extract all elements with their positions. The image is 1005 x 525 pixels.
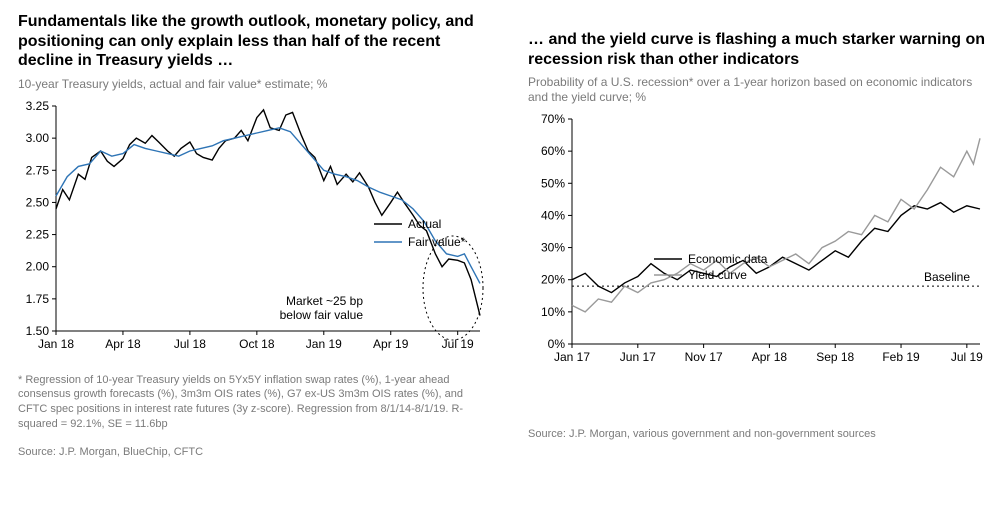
svg-text:Nov 17: Nov 17 bbox=[685, 350, 723, 364]
left-title: Fundamentals like the growth outlook, mo… bbox=[18, 12, 488, 71]
svg-text:20%: 20% bbox=[541, 273, 565, 287]
baseline-label: Baseline bbox=[924, 270, 970, 284]
svg-text:Oct 18: Oct 18 bbox=[239, 337, 275, 351]
svg-text:1.75: 1.75 bbox=[26, 291, 50, 305]
left-footnote: * Regression of 10-year Treasury yields … bbox=[18, 373, 488, 432]
svg-text:3.25: 3.25 bbox=[26, 100, 50, 113]
svg-text:40%: 40% bbox=[541, 208, 565, 222]
svg-text:Jun 17: Jun 17 bbox=[620, 350, 656, 364]
svg-text:2.50: 2.50 bbox=[26, 195, 50, 209]
left-subtitle: 10-year Treasury yields, actual and fair… bbox=[18, 77, 488, 92]
svg-text:70%: 70% bbox=[541, 113, 565, 126]
svg-text:Jan 19: Jan 19 bbox=[306, 337, 342, 351]
svg-text:60%: 60% bbox=[541, 144, 565, 158]
svg-text:Sep 18: Sep 18 bbox=[816, 350, 854, 364]
callout-text: Market ~25 bp bbox=[286, 294, 363, 308]
right-chart: 0% 10% 20% 30% 40% 50% 60% 70% Jan 17 Jun 17 Nov 1… bbox=[528, 113, 988, 368]
svg-text:Apr 18: Apr 18 bbox=[105, 337, 141, 351]
series-economic-data bbox=[572, 203, 980, 293]
legend-label: Actual bbox=[408, 217, 441, 231]
right-title: … and the yield curve is flashing a much… bbox=[528, 30, 988, 69]
svg-text:3.00: 3.00 bbox=[26, 131, 50, 145]
svg-text:2.75: 2.75 bbox=[26, 163, 50, 177]
callout-ellipse bbox=[423, 236, 483, 340]
right-chart-svg: 0% 10% 20% 30% 40% 50% 60% 70% Jan 17 Jun 17 Nov 1… bbox=[528, 113, 988, 368]
left-source: Source: J.P. Morgan, BlueChip, CFTC bbox=[18, 446, 488, 458]
svg-text:Jan 18: Jan 18 bbox=[38, 337, 74, 351]
svg-text:0%: 0% bbox=[548, 337, 566, 351]
right-source: Source: J.P. Morgan, various government … bbox=[528, 428, 988, 440]
svg-text:Apr 19: Apr 19 bbox=[373, 337, 409, 351]
svg-text:Jul 19: Jul 19 bbox=[951, 350, 983, 364]
svg-text:2.00: 2.00 bbox=[26, 259, 50, 273]
svg-text:30%: 30% bbox=[541, 241, 565, 255]
svg-text:Feb 19: Feb 19 bbox=[882, 350, 920, 364]
svg-text:Apr 18: Apr 18 bbox=[752, 350, 788, 364]
legend-label: Yield curve bbox=[688, 268, 747, 282]
svg-text:Jan 17: Jan 17 bbox=[554, 350, 590, 364]
svg-text:2.25: 2.25 bbox=[26, 227, 50, 241]
svg-text:50%: 50% bbox=[541, 176, 565, 190]
callout-text: below fair value bbox=[280, 308, 364, 322]
svg-text:Jul 18: Jul 18 bbox=[174, 337, 206, 351]
svg-text:10%: 10% bbox=[541, 305, 565, 319]
left-chart-svg: 1.50 1.75 2.00 2.25 2.50 2.75 3.00 3.25 Jan 18 Ap… bbox=[18, 100, 488, 355]
legend-label: Fair value* bbox=[408, 235, 466, 249]
left-chart: 1.50 1.75 2.00 2.25 2.50 2.75 3.00 3.25 Jan 18 Ap… bbox=[18, 100, 488, 355]
right-subtitle: Probability of a U.S. recession* over a … bbox=[528, 75, 988, 105]
right-panel: … and the yield curve is flashing a much… bbox=[528, 30, 988, 440]
legend-label: Economic data bbox=[688, 252, 768, 266]
svg-text:1.50: 1.50 bbox=[26, 324, 50, 338]
left-panel: Fundamentals like the growth outlook, mo… bbox=[18, 12, 488, 458]
series-fair-value- bbox=[56, 127, 480, 283]
